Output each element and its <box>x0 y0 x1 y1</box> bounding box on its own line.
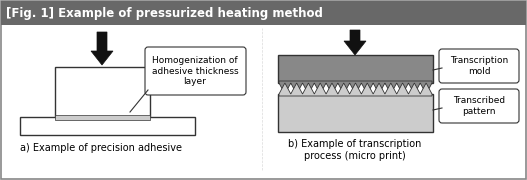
Text: Homogenization of
adhesive thickness
layer: Homogenization of adhesive thickness lay… <box>152 56 238 86</box>
FancyBboxPatch shape <box>145 47 246 95</box>
Polygon shape <box>91 32 113 65</box>
Polygon shape <box>279 83 432 96</box>
Bar <box>55 67 150 117</box>
Bar <box>278 94 433 132</box>
Polygon shape <box>279 81 432 94</box>
FancyBboxPatch shape <box>439 89 519 123</box>
Text: Transcription
mold: Transcription mold <box>450 56 508 76</box>
FancyBboxPatch shape <box>439 49 519 83</box>
Text: [Fig. 1] Example of pressurized heating method: [Fig. 1] Example of pressurized heating … <box>6 6 323 19</box>
Bar <box>278 55 433 83</box>
Bar <box>55 115 150 120</box>
Text: b) Example of transcription
process (micro print): b) Example of transcription process (mic… <box>288 139 422 161</box>
Bar <box>1 1 526 25</box>
Bar <box>20 117 195 135</box>
Text: a) Example of precision adhesive: a) Example of precision adhesive <box>20 143 182 153</box>
Text: Transcribed
pattern: Transcribed pattern <box>453 96 505 116</box>
Polygon shape <box>344 30 366 55</box>
